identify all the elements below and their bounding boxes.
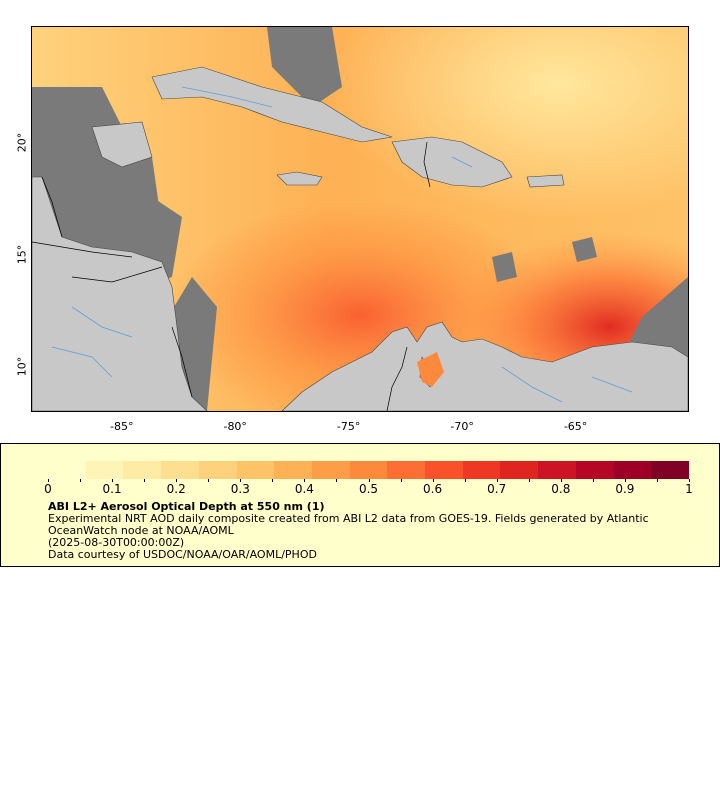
colorbar-tick-mark [560,479,562,482]
colorbar-tick-mark [240,479,242,482]
legend-title: ABI L2+ Aerosol Optical Depth at 550 nm … [48,500,325,513]
land-masses [32,66,688,411]
land-puerto-rico [526,174,565,188]
colorbar-swatch [613,461,652,479]
colorbar-tick-label: 0.3 [230,482,250,496]
colorbar-tick-mark [208,479,210,482]
colorbar-swatch [387,461,426,479]
legend-panel: 0 0.1 0.2 0.3 0.4 0.5 0.6 0.7 0.8 0.9 1 ABI L2+ Ae… [0,443,720,567]
legend-text: ABI L2+ Aerosol Optical Depth at 550 nm … [48,501,708,561]
colorbar-tick-mark [496,479,498,482]
colorbar-swatch [198,461,237,479]
colorbar-swatch [123,461,162,479]
colorbar-tick-mark [304,479,306,482]
land-jamaica [276,171,323,186]
colorbar-tick-mark [656,479,658,482]
land-cuba [151,66,393,143]
colorbar-swatch [85,461,124,479]
colorbar-tick-label: 0.8 [551,482,571,496]
legend-credit: Data courtesy of USDOC/NOAA/OAR/AOML/PHO… [48,548,317,561]
colorbar-tick-label: 0.7 [487,482,507,496]
colorbar-tick-mark [592,479,594,482]
aod-map[interactable] [32,27,688,411]
colorbar-tick-mark [272,479,274,482]
colorbar-tick-mark [368,479,370,482]
colorbar-tick-label: 0.5 [358,482,379,496]
colorbar-tick-label: 0.2 [166,482,186,496]
x-tick-label: -85° [110,420,134,433]
colorbar-tick-mark [48,479,49,482]
colorbar-tick-mark [528,479,530,482]
y-tick-label: 15° [15,244,29,265]
colorbar-swatch [274,461,312,479]
colorbar [48,461,689,479]
colorbar-swatch [311,461,350,479]
colorbar-tick-mark [624,479,626,482]
rivers [51,86,633,403]
colorbar-tick-label: 0.9 [615,482,635,496]
colorbar-swatch [236,461,275,479]
colorbar-tick-label: 1 [685,482,693,496]
x-tick-label: -70° [450,420,474,433]
colorbar-tick-label: 0.6 [423,482,443,496]
colorbar-swatch [538,461,576,479]
colorbar-swatch [500,461,539,479]
land-hispaniola [391,136,513,188]
legend-date: (2025-08-30T00:00:00Z) [48,536,185,549]
colorbar-tick-mark [432,479,434,482]
legend-description: Experimental NRT AOD daily composite cre… [48,512,649,537]
country-borders [32,141,431,411]
map-frame[interactable] [31,26,689,412]
x-tick-label: -65° [563,420,588,433]
colorbar-swatch [651,461,689,479]
colorbar-tick-mark [464,479,466,482]
colorbar-tick-label: 0.4 [294,482,314,496]
x-tick-label: -75° [336,420,361,433]
colorbar-tick-mark [400,479,402,482]
colorbar-swatch [575,461,614,479]
land-yucatan [91,121,153,168]
land-south-america [281,321,688,411]
y-tick-label: 20° [15,132,29,152]
colorbar-swatch [349,461,388,479]
colorbar-swatch [425,461,463,479]
colorbar-tick-mark [144,479,146,482]
y-tick-label: 10° [15,356,29,377]
lake-maracaibo [417,352,444,387]
colorbar-swatch [48,461,86,479]
colorbar-tick-mark [336,479,338,482]
colorbar-swatch [462,461,501,479]
colorbar-tick-mark [689,479,690,482]
colorbar-tick-mark [112,479,114,482]
colorbar-tick-label: 0 [44,482,52,496]
x-tick-label: -80° [223,420,247,433]
colorbar-swatch [161,461,199,479]
colorbar-tick-mark [176,479,178,482]
colorbar-tick-mark [80,479,82,482]
colorbar-tick-label: 0.1 [102,482,122,496]
